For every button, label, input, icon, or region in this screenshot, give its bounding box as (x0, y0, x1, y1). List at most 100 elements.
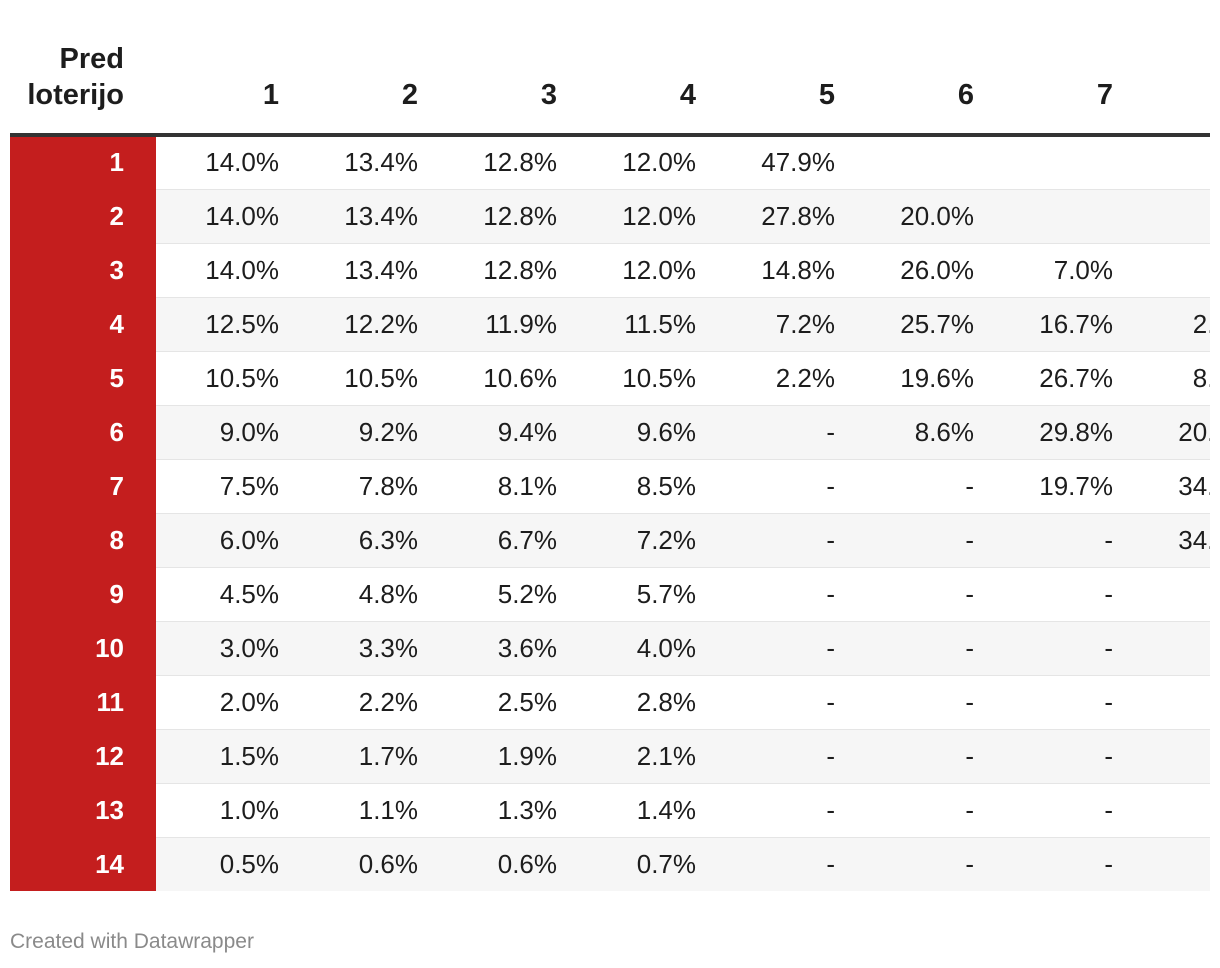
table-cell: 9.6% (573, 405, 712, 460)
table-cell: 11.5% (573, 297, 712, 352)
table-cell: 1.7% (295, 729, 434, 784)
table-cell: 7.0% (990, 243, 1129, 298)
datawrapper-credit: Created with Datawrapper (10, 930, 254, 953)
table-cell: - (851, 783, 990, 838)
table-cell: 1.4% (573, 783, 712, 838)
table-cell: 11.9% (434, 297, 573, 352)
table-cell: - (712, 729, 851, 784)
table-cell: 26.7% (990, 351, 1129, 406)
table-cell: 4.5% (156, 567, 295, 622)
table-cell: - (851, 513, 990, 568)
row-header-12: 12 (10, 729, 156, 784)
table-cell: 29.8% (990, 405, 1129, 460)
table-cell: 5.7% (573, 567, 712, 622)
table-cell (1129, 567, 1210, 622)
table-row: 14 0.5% 0.6% 0.6% 0.7% - - - (10, 837, 1210, 891)
table-cell: 20.0% (851, 189, 990, 244)
table-cell: - (712, 459, 851, 514)
table-cell (1129, 675, 1210, 730)
row-header-8: 8 (10, 513, 156, 568)
table-cell: - (990, 675, 1129, 730)
table-cell: 12.0% (573, 135, 712, 190)
table-cell: 2.2% (1129, 297, 1210, 352)
table-cell: 6.0% (156, 513, 295, 568)
table-cell (1129, 621, 1210, 676)
table-cell: 47.9% (712, 135, 851, 190)
table-cell: 1.0% (156, 783, 295, 838)
table-cell: - (990, 837, 1129, 891)
table-cell: 1.5% (156, 729, 295, 784)
table-cell: 26.0% (851, 243, 990, 298)
table-cell: - (712, 567, 851, 622)
table-cell (1129, 729, 1210, 784)
row-header-6: 6 (10, 405, 156, 460)
table-cell: 12.5% (156, 297, 295, 352)
table-cell: 3.3% (295, 621, 434, 676)
table-cell: - (851, 837, 990, 891)
table-cell: 0.6% (434, 837, 573, 891)
table-cell: 20.6% (1129, 405, 1210, 460)
table-row: 77.5%7.8%8.1%8.5%--19.7%34.1% (10, 459, 1210, 514)
column-header-1: 1 (156, 40, 295, 137)
table-cell: - (851, 567, 990, 622)
table-cell: 4.8% (295, 567, 434, 622)
table-cell: - (990, 783, 1129, 838)
table-row: 13 1.0% 1.1% 1.3% 1.4% - - - (10, 783, 1210, 838)
table-cell: 0.6% (295, 837, 434, 891)
table-cell: 6.7% (434, 513, 573, 568)
table-cell: 12.0% (573, 243, 712, 298)
table-cell: - (712, 513, 851, 568)
column-header-8: 8 (1129, 40, 1210, 137)
table-cell: - (851, 621, 990, 676)
table-cell: 12.8% (434, 135, 573, 190)
table-row: 3 14.0% 13.4% 12.8% 12.0% 14.8% 26.0% 7.0% (10, 243, 1210, 298)
table-row: 69.0%9.2%9.4%9.6%-8.6%29.8%20.6% (10, 405, 1210, 460)
table-row: 86.0%6.3%6.7%7.2%---34.5% (10, 513, 1210, 568)
table-cell: 5.2% (434, 567, 573, 622)
row-header-13: 13 (10, 783, 156, 838)
table-cell: - (712, 837, 851, 891)
table-row: 12 1.5% 1.7% 1.9% 2.1% - - - (10, 729, 1210, 784)
table-cell: 13.4% (295, 243, 434, 298)
corner-header: Pred loterijo (10, 40, 156, 137)
table-cell: 34.5% (1129, 513, 1210, 568)
table-cell: 9.2% (295, 405, 434, 460)
table-cell: - (990, 729, 1129, 784)
table-row: 10 3.0% 3.3% 3.6% 4.0% - - - (10, 621, 1210, 676)
table-cell: 12.8% (434, 243, 573, 298)
table-body: 1 14.0% 13.4% 12.8% 12.0% 47.9% 2 14.0% 13.4% 12.… (10, 135, 1210, 891)
table-cell: 2.0% (156, 675, 295, 730)
table-cell: 3.6% (434, 621, 573, 676)
row-header-11: 11 (10, 675, 156, 730)
table-cell: - (990, 621, 1129, 676)
table-cell: 1.9% (434, 729, 573, 784)
column-header-4: 4 (573, 40, 712, 137)
table-cell (1129, 783, 1210, 838)
table-cell (851, 135, 990, 190)
table-cell: 7.2% (573, 513, 712, 568)
column-header-3: 3 (434, 40, 573, 137)
table-cell: 10.5% (573, 351, 712, 406)
table-cell: 8.1% (434, 459, 573, 514)
table-cell: 7.8% (295, 459, 434, 514)
table-cell: 3.0% (156, 621, 295, 676)
table-cell: 10.5% (156, 351, 295, 406)
table-row: 412.5%12.2%11.9%11.5%7.2%25.7%16.7%2.2% (10, 297, 1210, 352)
table-cell: 2.5% (434, 675, 573, 730)
table-row: 510.5%10.5%10.6%10.5%2.2%19.6%26.7%8.7% (10, 351, 1210, 406)
row-header-4: 4 (10, 297, 156, 352)
row-header-14: 14 (10, 837, 156, 891)
table-row: 11 2.0% 2.2% 2.5% 2.8% - - - (10, 675, 1210, 730)
table-cell: - (712, 405, 851, 460)
table-cell: - (851, 459, 990, 514)
table-cell: - (712, 675, 851, 730)
table-cell: 1.3% (434, 783, 573, 838)
row-header-3: 3 (10, 243, 156, 298)
table-cell: 1.1% (295, 783, 434, 838)
table-cell: 9.0% (156, 405, 295, 460)
table-cell (990, 189, 1129, 244)
table-cell: 2.2% (712, 351, 851, 406)
table-cell (1129, 135, 1210, 190)
